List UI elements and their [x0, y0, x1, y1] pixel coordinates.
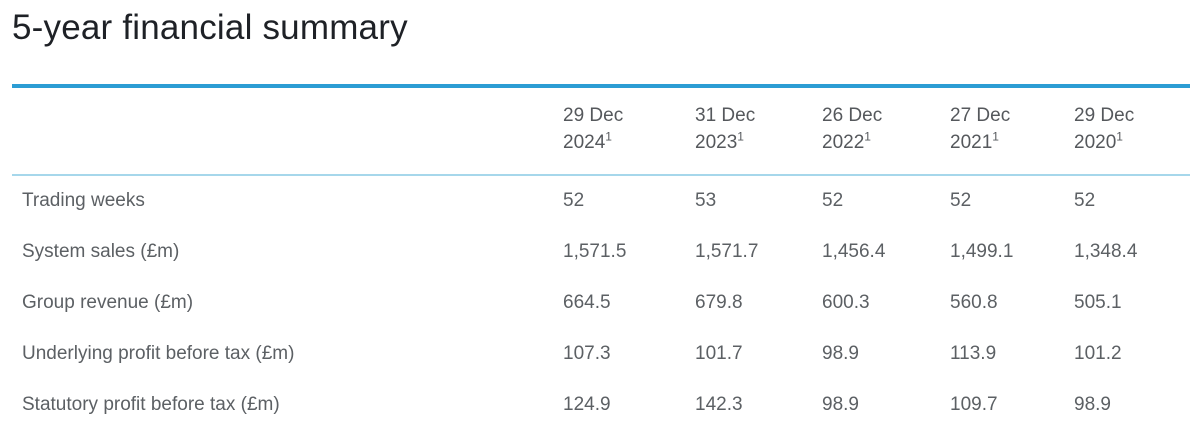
header-label-spacer [12, 84, 563, 176]
footnote-marker: 1 [992, 129, 999, 144]
column-date: 29 Dec [1074, 105, 1135, 126]
cell-value: 679.8 [695, 291, 743, 313]
row-label: Trading weeks [22, 190, 145, 211]
page-title: 5-year financial summary [12, 8, 408, 47]
row-label: System sales (£m) [22, 240, 180, 262]
column-year: 2021 [950, 132, 993, 153]
row-label: Underlying profit before tax (£m) [22, 342, 295, 364]
column-date: 26 Dec [822, 105, 883, 126]
cell-value: 1,571.5 [563, 240, 627, 262]
cell-value: 142.3 [695, 393, 743, 415]
cell-value: 52 [1074, 190, 1096, 211]
cell-value: 1,571.7 [695, 240, 759, 262]
footnote-marker: 1 [737, 129, 744, 144]
row-label: Group revenue (£m) [22, 291, 194, 313]
cell-value: 505.1 [1074, 291, 1122, 313]
financial-summary-table: 29 Dec 20241 31 Dec 20231 26 Dec 20221 2… [12, 84, 1190, 425]
cell-value: 101.7 [695, 342, 743, 364]
cell-value: 124.9 [563, 393, 611, 415]
cell-value: 113.9 [950, 342, 997, 364]
cell-value: 600.3 [822, 291, 870, 313]
column-header-2023: 31 Dec 20231 [695, 84, 822, 176]
table-header: 29 Dec 20241 31 Dec 20231 26 Dec 20221 2… [12, 84, 1190, 176]
table-row-statutory-profit: Statutory profit before tax (£m) 124.9 1… [12, 379, 1190, 425]
column-date: 27 Dec [950, 105, 1011, 126]
column-year: 2020 [1074, 132, 1117, 153]
cell-value: 560.8 [950, 291, 998, 313]
cell-value: 107.3 [563, 342, 611, 364]
cell-value: 1,499.1 [950, 240, 1014, 262]
cell-value: 109.7 [950, 393, 998, 415]
column-header-2022: 26 Dec 20221 [822, 84, 950, 176]
cell-value: 98.9 [1074, 393, 1111, 415]
cell-value: 101.2 [1074, 342, 1122, 364]
cell-value: 52 [822, 190, 844, 211]
column-header-2021: 27 Dec 20211 [950, 84, 1074, 176]
column-date: 31 Dec [695, 105, 756, 126]
column-year: 2023 [695, 132, 738, 153]
cell-value: 53 [695, 190, 717, 211]
cell-value: 98.9 [822, 342, 859, 364]
column-date: 29 Dec [563, 105, 624, 126]
cell-value: 52 [950, 190, 972, 211]
table-row-system-sales: System sales (£m) 1,571.5 1,571.7 1,456.… [12, 226, 1190, 277]
footnote-marker: 1 [864, 129, 871, 144]
cell-value: 1,348.4 [1074, 240, 1138, 262]
header-row: 29 Dec 20241 31 Dec 20231 26 Dec 20221 2… [12, 84, 1190, 176]
financial-summary-page: 5-year financial summary 29 Dec 20241 31… [0, 5, 1200, 425]
table-body: Trading weeks 52 53 52 52 52 System sale… [12, 175, 1190, 425]
column-year: 2022 [822, 132, 865, 153]
row-label: Statutory profit before tax (£m) [22, 393, 280, 415]
cell-value: 664.5 [563, 291, 611, 313]
cell-value: 98.9 [822, 393, 859, 415]
table-row-group-revenue: Group revenue (£m) 664.5 679.8 600.3 560… [12, 277, 1190, 328]
cell-value: 52 [563, 190, 585, 211]
column-header-2020: 29 Dec 20201 [1074, 84, 1190, 176]
table-row-trading-weeks: Trading weeks 52 53 52 52 52 [12, 175, 1190, 226]
cell-value: 1,456.4 [822, 240, 886, 262]
footnote-marker: 1 [1116, 129, 1123, 144]
table-row-underlying-profit: Underlying profit before tax (£m) 107.3 … [12, 328, 1190, 379]
column-year: 2024 [563, 132, 606, 153]
footnote-marker: 1 [605, 129, 612, 144]
column-header-2024: 29 Dec 20241 [563, 84, 695, 176]
